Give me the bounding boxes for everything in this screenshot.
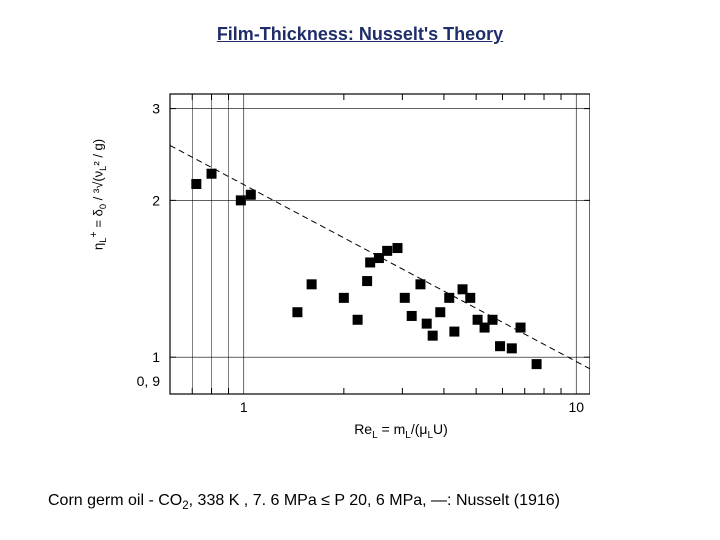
svg-text:1: 1 [240,399,248,415]
svg-text:1: 1 [152,349,160,365]
svg-text:10: 10 [568,399,584,415]
nusselt-chart: 1 2 3 0, 9 1 10 ReL = mL/(μLU) [130,74,590,444]
page-title: Film-Thickness: Nusselt's Theory [0,24,720,45]
svg-text:ReL = mL/(μLU): ReL = mL/(μLU) [354,421,448,441]
svg-text:0, 9: 0, 9 [137,373,161,389]
svg-text:3: 3 [152,101,160,117]
figure-caption: Corn germ oil - CO2, 338 K , 7. 6 MPa ≤ … [48,492,560,512]
svg-text:2: 2 [152,192,160,208]
y-axis-label: ηL+ = δ0 / ³√(νL² / g) [88,139,108,250]
